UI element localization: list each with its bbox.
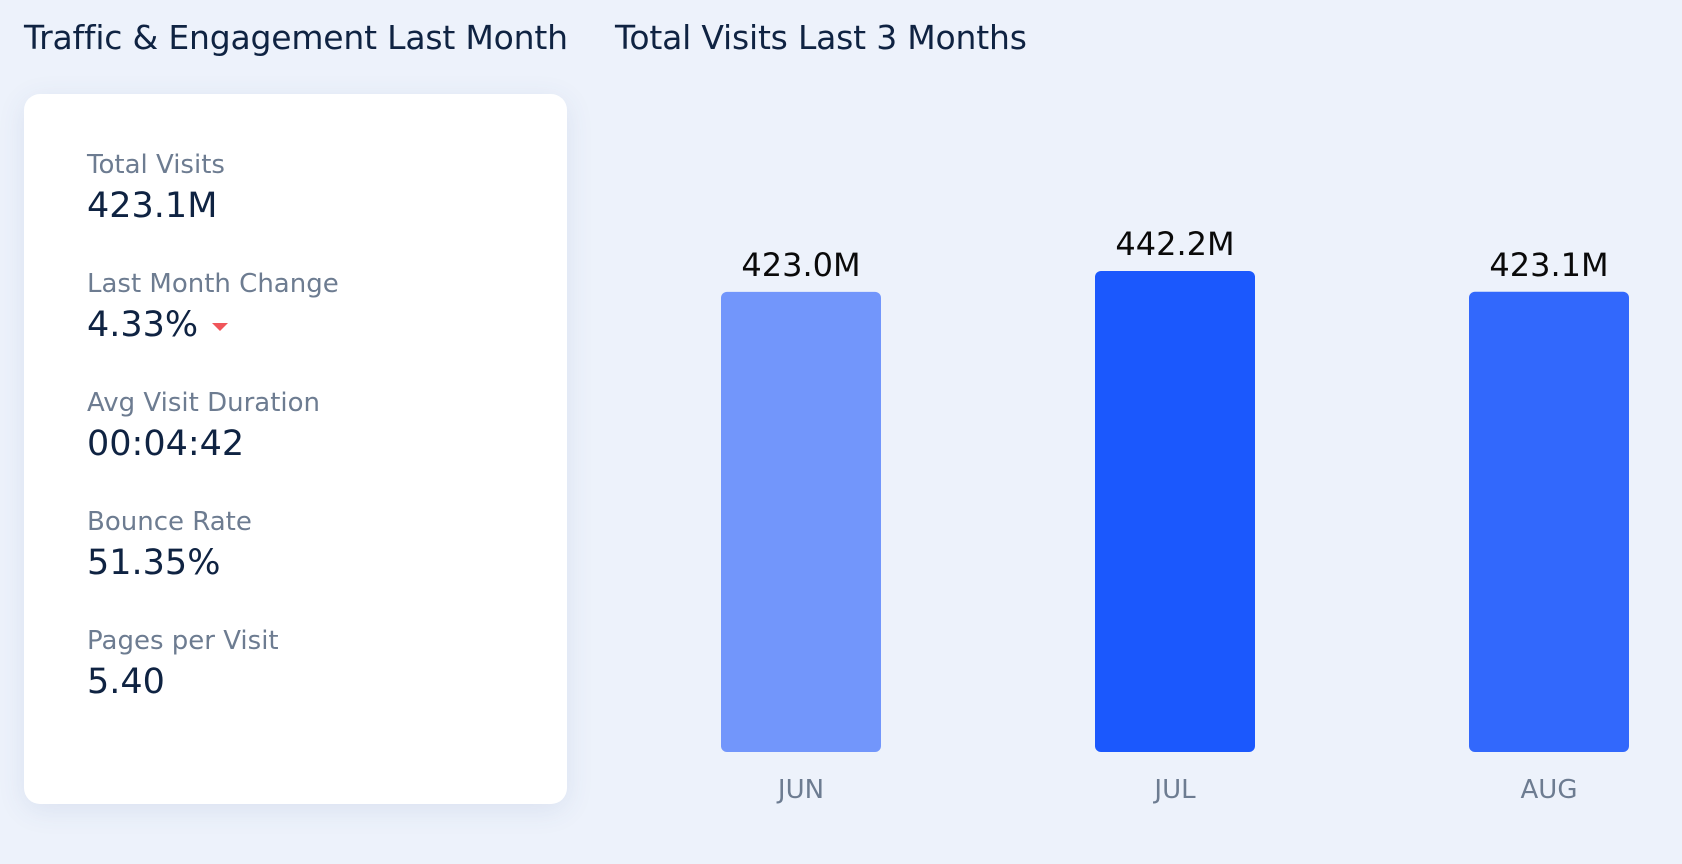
metric-value: 51.35% [87,541,252,585]
metric-value: 4.33% [87,303,339,347]
bar-value-label: 423.0M [741,246,860,284]
bar-value-label: 423.1M [1489,246,1608,284]
metric-value-text: 51.35% [87,543,221,583]
traffic-engagement-title: Traffic & Engagement Last Month [24,18,568,57]
metric-value-text: 4.33% [87,305,199,345]
metric-value-text: 00:04:42 [87,424,245,464]
bar-aug[interactable] [1469,291,1629,752]
metric-value: 00:04:42 [87,422,320,466]
metric-label: Avg Visit Duration [87,388,321,418]
caret-down-icon [212,323,229,331]
bar-jul[interactable] [1095,271,1255,752]
metric-value-text: 423.1M [87,186,218,226]
metric-avg-visit-duration: Avg Visit Duration 00:04:42 [87,386,320,466]
metric-label: Total Visits [87,150,225,180]
bar-jun[interactable] [721,291,881,752]
metric-value: 423.1M [87,184,225,228]
metric-label: Last Month Change [87,269,339,299]
metric-value: 5.40 [87,660,279,704]
metric-bounce-rate: Bounce Rate 51.35% [87,505,252,585]
metric-total-visits: Total Visits 423.1M [87,148,225,228]
metric-label: Pages per Visit [87,626,279,656]
x-tick-label: JUN [776,775,824,805]
metric-pages-per-visit: Pages per Visit 5.40 [87,624,279,704]
metric-label: Bounce Rate [87,507,252,537]
x-tick-label: AUG [1521,775,1578,805]
metric-value-text: 5.40 [87,662,165,702]
total-visits-chart-title: Total Visits Last 3 Months [615,18,1027,57]
metric-last-month-change: Last Month Change 4.33% [87,267,339,347]
metrics-card: Total Visits 423.1M Last Month Change 4.… [24,94,567,804]
x-tick-label: JUL [1152,775,1196,805]
bar-value-label: 442.2M [1115,225,1234,263]
total-visits-bar-chart: 423.0M JUN 442.2M JUL 423.1M AUG [721,225,1629,805]
